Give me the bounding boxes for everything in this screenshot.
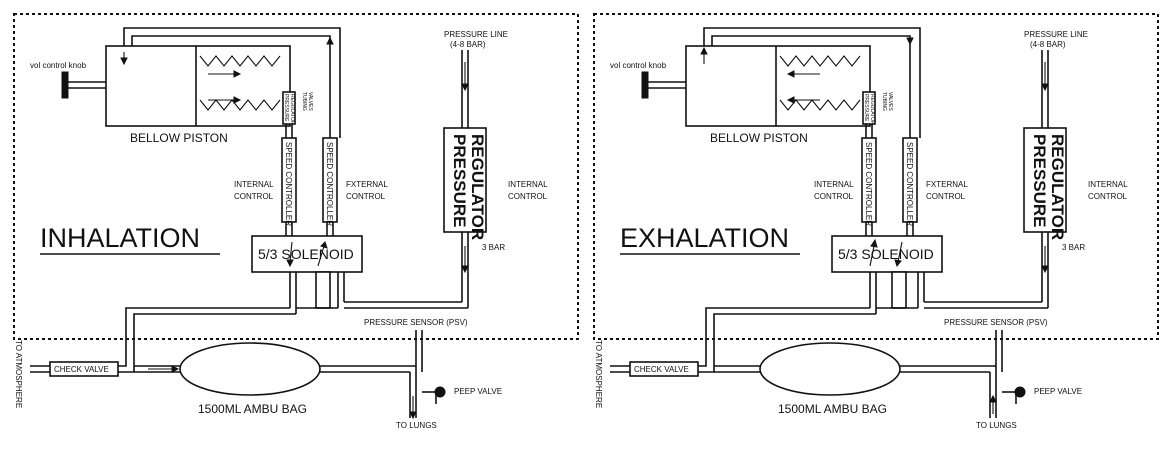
bar-label: 3 BAR <box>1062 243 1085 252</box>
speed-controller-internal <box>861 137 877 223</box>
system-boundary <box>13 13 579 340</box>
knob-handle <box>61 71 69 99</box>
panel-exhalation: vol control knob BELLOW PISTON PRESSURE … <box>593 13 1159 430</box>
svg-text:CONTROL: CONTROL <box>814 192 854 201</box>
bellow-spring-top <box>779 55 861 67</box>
external-control-label: FXTERNAL <box>926 180 968 189</box>
to-lungs-label: TO LUNGS <box>976 421 1017 430</box>
solenoid-valve <box>251 235 363 273</box>
svg-text:SPEED CONTROLLER: SPEED CONTROLLER <box>864 142 873 226</box>
svg-text:PRESSURE: PRESSURE <box>450 134 469 228</box>
to-atmosphere-label: TO ATMOSPHERE <box>594 340 603 408</box>
ambu-bag <box>759 342 901 396</box>
ambu-bag-label: 1500ML AMBU BAG <box>778 402 887 416</box>
svg-text:CONTROL: CONTROL <box>926 192 966 201</box>
peep-valve <box>434 386 446 398</box>
svg-text:(4-8 BAR): (4-8 BAR) <box>1030 40 1066 49</box>
svg-text:CONTROL: CONTROL <box>1088 192 1128 201</box>
pressure-regulator-small <box>282 91 296 125</box>
svg-text:CONTROL: CONTROL <box>346 192 386 201</box>
system-boundary <box>593 13 1159 340</box>
bar-label: 3 BAR <box>482 243 505 252</box>
to-lungs-label: TO LUNGS <box>396 421 437 430</box>
bellow-spring-bottom <box>779 99 861 111</box>
svg-text:PRESSURE: PRESSURE <box>1030 134 1049 228</box>
pressure-sensor-label: PRESSURE SENSOR (PSV) <box>944 318 1048 327</box>
to-atmosphere-label: TO ATMOSPHERE <box>14 340 23 408</box>
svg-text:CHECK VALVE: CHECK VALVE <box>634 365 689 374</box>
solenoid-label: 5/3 SOLENOID <box>838 246 934 262</box>
solenoid-label: 5/3 SOLENOID <box>258 246 354 262</box>
svg-text:(4-8 BAR): (4-8 BAR) <box>450 40 486 49</box>
svg-text:CONTROL: CONTROL <box>508 192 548 201</box>
bellow-piston <box>685 45 871 127</box>
svg-text:VALVES: VALVES <box>307 92 313 111</box>
internal-control-label: INTERNAL <box>814 180 854 189</box>
svg-text:VALVES: VALVES <box>887 92 893 111</box>
solenoid-spool <box>891 271 907 309</box>
vol-control-knob-label: vol control knob <box>610 61 667 70</box>
svg-text:CONTROL: CONTROL <box>234 192 274 201</box>
speed-controller-internal <box>281 137 297 223</box>
svg-text:REGULATOR: REGULATOR <box>1048 134 1067 240</box>
svg-text:PRESSURE: PRESSURE <box>283 94 289 122</box>
mode-title: INHALATION <box>40 223 200 253</box>
solenoid-spool <box>315 271 331 309</box>
peep-valve-label: PEEP VALVE <box>454 387 502 396</box>
internal-control-label: INTERNAL <box>234 180 274 189</box>
svg-text:SPEED CONTROLLER: SPEED CONTROLLER <box>284 142 293 226</box>
ambu-bag-label: 1500ML AMBU BAG <box>198 402 307 416</box>
bellow-piston-label: BELLOW PISTON <box>130 131 228 145</box>
svg-text:REGULATOR: REGULATOR <box>289 94 295 125</box>
check-valve <box>49 361 119 377</box>
svg-text:REGULATOR: REGULATOR <box>468 134 487 240</box>
svg-text:SPEED CONTROLLER: SPEED CONTROLLER <box>905 142 914 226</box>
panel-inhalation: vol control knob BELLOW PISTON PRESSURE … <box>13 13 579 430</box>
peep-valve <box>1014 386 1026 398</box>
external-control-label: FXTERNAL <box>346 180 388 189</box>
mode-title: EXHALATION <box>620 223 789 253</box>
pressure-sensor-label: PRESSURE SENSOR (PSV) <box>364 318 468 327</box>
vol-control-knob-label: vol control knob <box>30 61 87 70</box>
pressure-line-label: PRESSURE LINE <box>1024 30 1088 39</box>
knob-handle <box>641 71 649 99</box>
bellow-spring-top <box>199 55 281 67</box>
bellow-spring-bottom <box>199 99 281 111</box>
svg-text:CHECK VALVE: CHECK VALVE <box>54 365 109 374</box>
tubing-valves-label: TUBING <box>881 92 887 111</box>
pressure-line-label: PRESSURE LINE <box>444 30 508 39</box>
check-valve <box>629 361 699 377</box>
pressure-regulator <box>1023 127 1067 233</box>
pressure-regulator <box>443 127 487 233</box>
peep-valve-label: PEEP VALVE <box>1034 387 1082 396</box>
internal-control-right-label: INTERNAL <box>508 180 548 189</box>
svg-text:REGULATOR: REGULATOR <box>869 94 875 125</box>
speed-controller-external <box>322 137 338 223</box>
svg-text:PRESSURE: PRESSURE <box>863 94 869 122</box>
speed-controller-external <box>902 137 918 223</box>
tubing-valves-label: TUBING <box>301 92 307 111</box>
solenoid-valve <box>831 235 943 273</box>
pressure-regulator-small <box>862 91 876 125</box>
internal-control-right-label: INTERNAL <box>1088 180 1128 189</box>
bellow-piston-label: BELLOW PISTON <box>710 131 808 145</box>
ambu-bag <box>179 342 321 396</box>
svg-text:SPEED CONTROLLER: SPEED CONTROLLER <box>325 142 334 226</box>
bellow-piston <box>105 45 291 127</box>
